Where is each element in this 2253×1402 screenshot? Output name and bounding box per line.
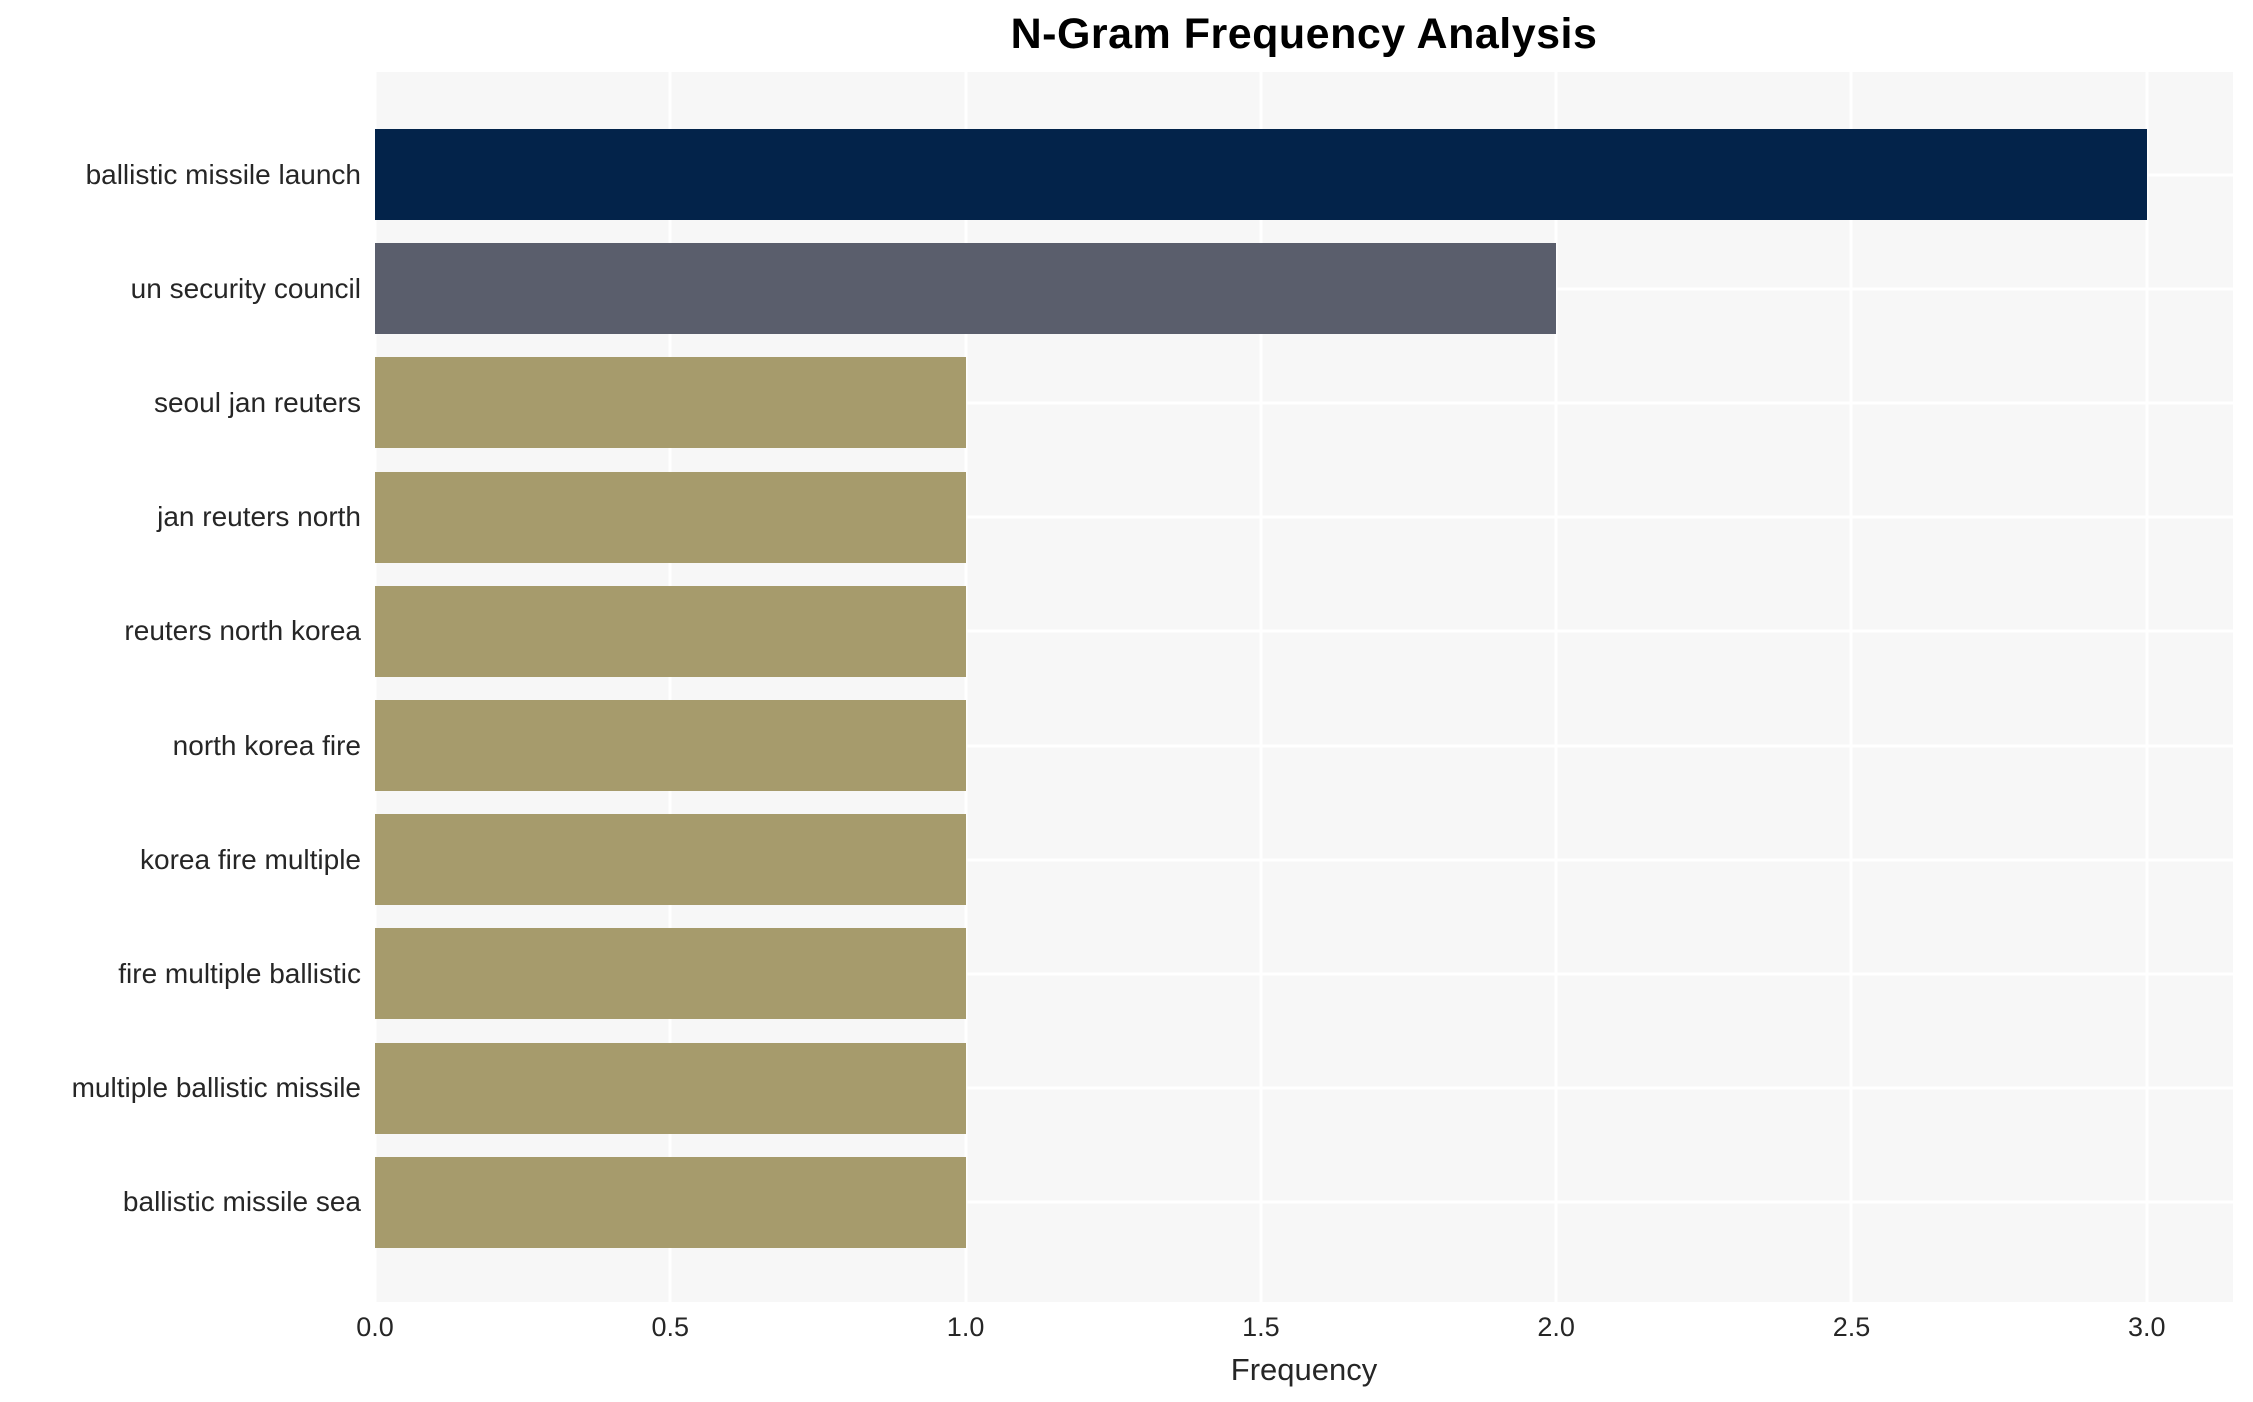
bar-ballistic-missile-sea: [375, 1156, 966, 1248]
bar-seoul-jan-reuters: [375, 357, 966, 449]
x-tick-label: 0.5: [651, 1312, 690, 1342]
bar-reuters-north-korea: [375, 585, 966, 677]
y-tick-label: jan reuters north: [157, 501, 361, 533]
horizontal-gridline: [375, 858, 2233, 862]
horizontal-gridline: [375, 1200, 2233, 1204]
plot-area: [373, 72, 2233, 1302]
bar-fire-multiple-ballistic: [375, 928, 966, 1020]
horizontal-gridline: [375, 401, 2233, 405]
horizontal-gridline: [375, 972, 2233, 976]
horizontal-gridline: [375, 515, 2233, 519]
y-tick-label: korea fire multiple: [140, 843, 361, 875]
x-tick-label: 3.0: [2127, 1312, 2166, 1342]
y-tick-label: ballistic missile launch: [85, 158, 361, 190]
bar-multiple-ballistic-missile: [375, 1042, 966, 1134]
y-tick-label: seoul jan reuters: [153, 386, 361, 418]
vertical-gridline: [2145, 72, 2149, 1302]
horizontal-gridline: [375, 744, 2233, 747]
x-tick-label: 1.5: [1242, 1312, 1280, 1342]
bar-un-security-council: [375, 243, 1557, 335]
x-tick-label: 2.0: [1537, 1312, 1575, 1342]
y-tick-label: reuters north korea: [124, 615, 361, 647]
bar-jan-reuters-north: [375, 471, 966, 563]
bar-north-korea-fire: [375, 700, 966, 791]
x-tick-label: 2.5: [1832, 1312, 1871, 1342]
vertical-gridline: [964, 72, 968, 1302]
horizontal-gridline: [375, 629, 2233, 633]
x-tick-label: 0.0: [356, 1312, 394, 1342]
vertical-gridline: [1554, 72, 1558, 1302]
y-tick-label: un security council: [130, 272, 361, 304]
y-tick-label: north korea fire: [172, 729, 361, 761]
x-tick-label: 1.0: [946, 1312, 985, 1342]
chart-title: N-Gram Frequency Analysis: [1010, 10, 1598, 58]
bar-korea-fire-multiple: [375, 814, 966, 906]
horizontal-gridline: [375, 1086, 2233, 1090]
vertical-gridline: [373, 72, 377, 1302]
bar-ballistic-missile-launch: [375, 129, 2147, 220]
vertical-gridline: [668, 72, 672, 1302]
y-tick-label: ballistic missile sea: [122, 1186, 361, 1218]
vertical-gridline: [1259, 72, 1263, 1302]
x-axis-title: Frequency: [1230, 1352, 1378, 1387]
y-tick-label: multiple ballistic missile: [71, 1072, 361, 1104]
vertical-gridline: [1849, 72, 1853, 1302]
y-tick-label: fire multiple ballistic: [118, 957, 361, 989]
